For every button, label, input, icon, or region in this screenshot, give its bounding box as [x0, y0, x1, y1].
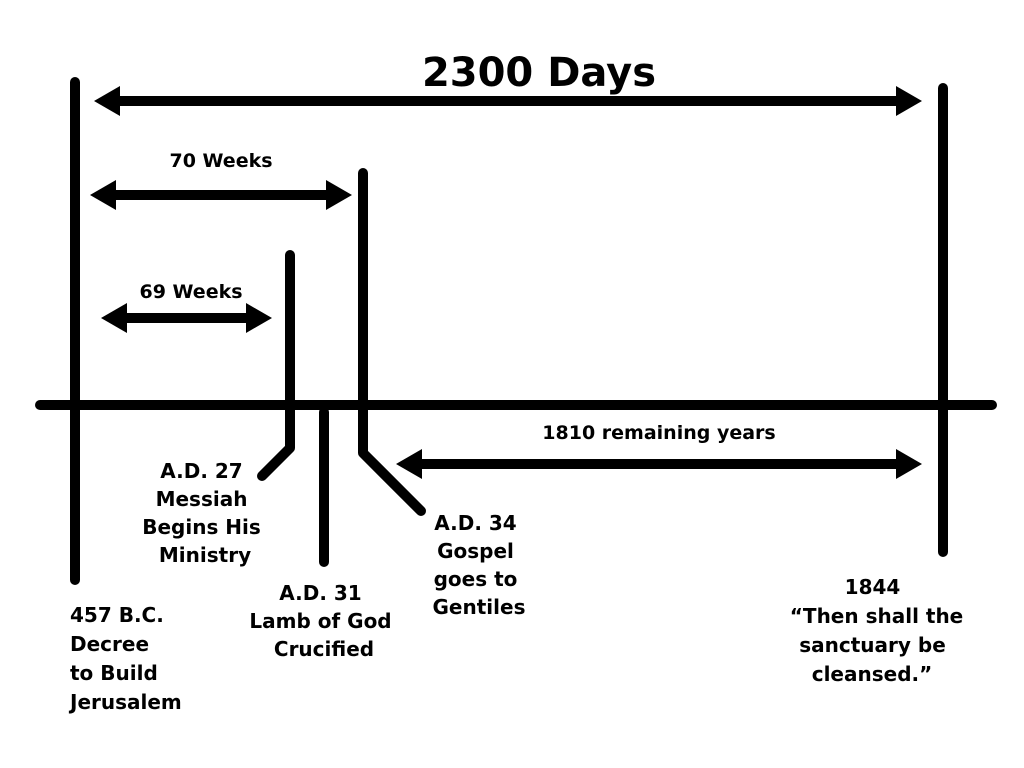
event-label-ad-27: A.D. 27 Messiah Begins His Ministry: [142, 459, 268, 567]
span-label-69-weeks: 69 Weeks: [139, 281, 242, 303]
span-label-1810-years: 1810 remaining years: [542, 422, 775, 444]
span-arrow-70-weeks: [90, 180, 352, 210]
span-label-70-weeks: 70 Weeks: [169, 150, 272, 172]
marker-ad-34: [358, 168, 426, 516]
event-label-1844: 1844 “Then shall the sanctuary be cleans…: [790, 575, 970, 686]
event-label-ad-34: A.D. 34 Gospel goes to Gentiles: [433, 511, 526, 619]
event-label-457-bc: 457 B.C. Decree to Build Jerusalem: [68, 603, 182, 714]
marker-ad-27: [257, 250, 295, 481]
diagram-title: 2300 Days: [422, 50, 656, 96]
span-arrow-69-weeks: [101, 303, 272, 333]
span-arrow-2300-days: [94, 86, 922, 116]
span-arrow-1810-years: [396, 449, 922, 479]
event-label-ad-31: A.D. 31 Lamb of God Crucified: [249, 581, 398, 661]
